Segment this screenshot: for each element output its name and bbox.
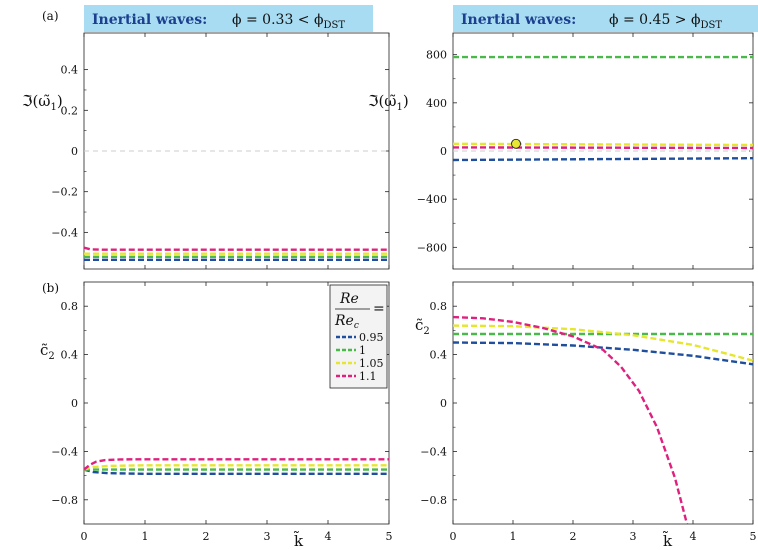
- title-right-box: [453, 5, 758, 32]
- panel-a-label: (a): [42, 9, 59, 23]
- panel-a-right-plot: −800 −400 0 400 800: [417, 33, 754, 269]
- series-group: [84, 458, 389, 475]
- y-tick-label: 0: [71, 397, 78, 410]
- xlabel-left: k̃: [293, 531, 304, 550]
- ylabel-left-top-main: ℑ(ω̃: [22, 92, 51, 110]
- x-tick-label: 4: [325, 530, 332, 543]
- title-right-math: ϕ = 0.45 > ϕDST: [609, 12, 722, 31]
- panel-b-right: [452, 281, 754, 525]
- x-tick-label: 2: [203, 530, 210, 543]
- y-tick-label: 0: [440, 145, 447, 158]
- y-tick-label: 800: [426, 49, 447, 62]
- title-left-math: ϕ = 0.33 < ϕDST: [232, 12, 345, 31]
- legend-label: 0.95: [359, 331, 384, 344]
- ylabel-right-top-close: ): [403, 92, 409, 110]
- panel-a-left-plot: −0.4 −0.2 0 0.2 0.4: [51, 33, 390, 269]
- title-right-math-main: ϕ = 0.45 > ϕ: [609, 12, 701, 28]
- y-tick-label: 0.4: [61, 64, 79, 77]
- y-tick-label: 0.8: [430, 300, 448, 313]
- legend-title-den-sub: c: [354, 321, 359, 331]
- xlabel-right: k̃: [662, 531, 673, 550]
- legend-title-eq: =: [373, 301, 385, 317]
- ylabel-left-bottom-main: c̃: [40, 341, 48, 359]
- y-tick-label: 0.2: [61, 104, 79, 117]
- y-tick-label: 0: [71, 145, 78, 158]
- x-tick-label: 1: [510, 530, 517, 543]
- y-tick-label: 0.4: [61, 349, 79, 362]
- series-group: [453, 55, 753, 162]
- x-tick-label: 1: [142, 530, 149, 543]
- series-line-0.95: [453, 157, 753, 162]
- y-tick-label: −400: [417, 193, 447, 206]
- series-group: [84, 246, 389, 261]
- series-line-1.1: [453, 146, 753, 150]
- series-line-1.05: [453, 142, 753, 147]
- title-right-bold: Inertial waves:: [461, 12, 576, 28]
- x-tick-label: 3: [264, 530, 271, 543]
- y-tick-label: 400: [426, 97, 447, 110]
- axes-frame: [452, 281, 754, 525]
- panel-b-right-plot: 0 1 2 3 4 5 −0.8 −0.4 0 0.4 0.8: [420, 282, 757, 543]
- y-tick-label: −0.2: [51, 186, 78, 199]
- ylabel-right-top: ℑ(ω̃1): [368, 92, 409, 113]
- ylabel-right-top-main: ℑ(ω̃: [368, 92, 397, 110]
- y-tick-label: 0.8: [61, 300, 79, 313]
- legend-label: 1: [359, 344, 366, 357]
- ylabel-left-top: ℑ(ω̃1): [22, 92, 63, 113]
- y-tick-label: −0.8: [420, 494, 447, 507]
- x-tick-label: 0: [450, 530, 457, 543]
- series-line-0.95: [453, 341, 753, 366]
- ylabel-right-bottom-main: c̃: [415, 316, 423, 334]
- series-line-1.05: [453, 324, 753, 362]
- title-left-bold: Inertial waves:: [92, 12, 207, 28]
- ylabel-right-top-sub: 1: [397, 102, 403, 113]
- series-group: [453, 315, 753, 524]
- y-tick-label: −0.8: [51, 494, 78, 507]
- ylabel-left-bottom-sub: 2: [48, 351, 54, 362]
- ylabel-left-top-sub: 1: [51, 102, 57, 113]
- ylabel-right-bottom-sub: 2: [423, 326, 429, 337]
- series-line-1.1: [84, 458, 389, 471]
- y-tick-label: −0.4: [51, 226, 78, 239]
- highlight-marker: [511, 138, 521, 149]
- panel-b-label: (b): [42, 281, 59, 295]
- y-tick-label: −0.4: [420, 445, 447, 458]
- legend-title-den-main: Re: [334, 313, 354, 329]
- title-left-math-main: ϕ = 0.33 < ϕ: [232, 12, 324, 28]
- series-line-1.1: [453, 315, 689, 524]
- x-tick-label: 5: [750, 530, 757, 543]
- ylabel-left-top-close: ): [57, 92, 63, 110]
- x-tick-label: 2: [570, 530, 577, 543]
- legend-label: 1.05: [359, 357, 384, 370]
- legend-label: 1.1: [359, 370, 377, 383]
- y-tick-label: −800: [417, 241, 447, 254]
- title-left-box: [84, 5, 373, 32]
- ylabel-left-bottom: c̃2: [40, 341, 55, 362]
- legend-title-den: Rec: [334, 313, 359, 331]
- x-tick-label: 4: [690, 530, 697, 543]
- x-tick-label: 0: [81, 530, 88, 543]
- title-right-math-sub: DST: [701, 20, 723, 31]
- y-tick-label: 0: [440, 397, 447, 410]
- y-tick-label: 0.4: [430, 349, 448, 362]
- title-left-math-sub: DST: [324, 20, 346, 31]
- x-tick-label: 5: [386, 530, 393, 543]
- x-tick-label: 3: [630, 530, 637, 543]
- ylabel-right-bottom: c̃2: [415, 316, 430, 337]
- series-line-1.1: [84, 246, 389, 251]
- legend-title-num: Re: [339, 291, 359, 307]
- y-tick-label: −0.4: [51, 445, 78, 458]
